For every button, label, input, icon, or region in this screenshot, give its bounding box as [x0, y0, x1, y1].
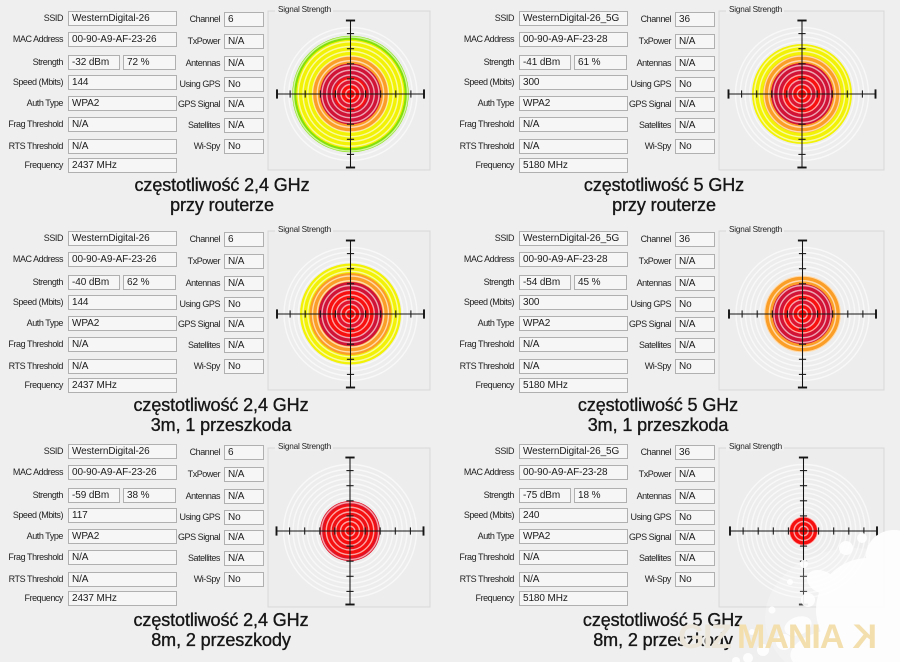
svg-text:Signal Strength: Signal Strength [729, 5, 783, 14]
svg-text:Signal Strength: Signal Strength [278, 442, 332, 451]
svg-text:Signal Strength: Signal Strength [729, 442, 783, 451]
svg-text:K: K [852, 618, 877, 656]
svg-text:Signal Strength: Signal Strength [278, 5, 332, 14]
svg-text:MANIA: MANIA [737, 618, 844, 656]
svg-text:GIZ: GIZ [678, 618, 731, 656]
svg-text:Signal Strength: Signal Strength [729, 225, 783, 234]
svg-text:Signal Strength: Signal Strength [278, 225, 332, 234]
